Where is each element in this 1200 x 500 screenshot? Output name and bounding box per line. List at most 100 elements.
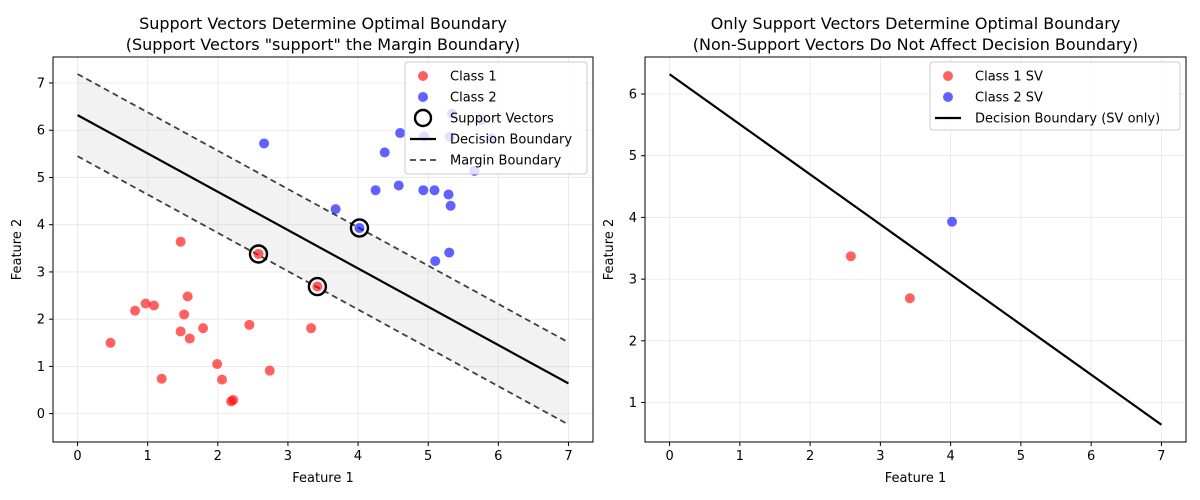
- data-point: [175, 236, 186, 247]
- x-tick-label: 1: [144, 449, 152, 464]
- data-point: [444, 247, 455, 258]
- data-point: [217, 374, 228, 385]
- x-tick-label: 7: [564, 449, 572, 464]
- x-tick-label: 6: [494, 449, 502, 464]
- axes-frame: [644, 56, 1187, 443]
- grid: [645, 57, 1186, 442]
- legend-label: Support Vectors: [450, 112, 554, 127]
- data-point: [330, 204, 341, 215]
- legend-marker: [418, 71, 428, 81]
- data-point: [198, 323, 209, 334]
- x-tick-label: 2: [214, 449, 222, 464]
- legend: Class 1 Class 2 Support Vectors Decision Bo…: [404, 61, 588, 175]
- data-point: [175, 326, 186, 337]
- legend-marker: [418, 92, 428, 102]
- support-vector-ring: [248, 244, 269, 264]
- data-point: [430, 256, 441, 267]
- data-point: [904, 293, 915, 304]
- x-tick-label: 4: [946, 449, 954, 464]
- legend-marker: [943, 71, 953, 81]
- data-point: [418, 185, 429, 196]
- plot-area: [77, 73, 569, 426]
- decision-boundary: [668, 73, 1163, 426]
- data-point: [156, 373, 167, 384]
- data-point: [370, 185, 381, 196]
- chart-subtitle: (Support Vectors "support" the Margin Bo…: [126, 35, 521, 54]
- data-point: [947, 216, 958, 227]
- legend-label: Margin Boundary: [450, 154, 561, 169]
- data-point: [130, 305, 141, 316]
- data-point: [379, 147, 390, 158]
- x-axis-label: Feature 1: [292, 471, 354, 486]
- legend-marker: [413, 108, 433, 128]
- legend-label: Class 2: [450, 91, 497, 106]
- data-point: [264, 365, 275, 376]
- y-tick-label: 7: [37, 76, 45, 91]
- data-point: [140, 298, 151, 309]
- subplot-1: Support Vectors Determine Optimal Bounda…: [10, 14, 594, 486]
- support-vector-ring: [349, 218, 370, 238]
- legend-box: [404, 61, 588, 175]
- data-point: [148, 300, 159, 311]
- x-tick-label: 5: [424, 449, 432, 464]
- data-point: [182, 291, 193, 302]
- plot-area: [668, 73, 1163, 426]
- data-point: [354, 223, 365, 234]
- support-vector-ring: [307, 276, 328, 297]
- margin-boundary-upper: [77, 73, 569, 344]
- chart-subtitle: (Non-Support Vectors Do Not Affect Decis…: [693, 35, 1138, 54]
- y-tick-label: 3: [37, 265, 45, 280]
- decision-boundary: [77, 114, 569, 385]
- legend-label: Decision Boundary (SV only): [975, 112, 1160, 127]
- data-point: [253, 248, 264, 259]
- data-point: [445, 200, 456, 211]
- y-tick-label: 6: [37, 124, 45, 139]
- y-tick-label: 4: [37, 218, 45, 233]
- y-axis-label: Feature 2: [602, 219, 617, 281]
- data-point: [259, 138, 270, 149]
- legend-box: [929, 61, 1181, 131]
- axes-frame: [52, 56, 594, 443]
- x-tick-label: 0: [73, 449, 81, 464]
- chart-title: Only Support Vectors Determine Optimal B…: [711, 14, 1121, 33]
- y-tick-label: 2: [37, 313, 45, 328]
- legend-label: Class 1: [450, 70, 497, 85]
- legend-marker: [943, 92, 953, 102]
- data-point: [429, 185, 440, 196]
- legend: Class 1 SV Class 2 SV Decision Boundary (S…: [929, 61, 1181, 131]
- data-point: [179, 309, 190, 320]
- data-point: [845, 251, 856, 262]
- y-tick-label: 1: [37, 360, 45, 375]
- y-tick-label: 6: [629, 88, 637, 103]
- y-tick-label: 2: [629, 334, 637, 349]
- x-tick-label: 3: [284, 449, 292, 464]
- x-tick-label: 2: [806, 449, 814, 464]
- legend-label: Class 1 SV: [975, 70, 1043, 85]
- x-tick-label: 4: [354, 449, 362, 464]
- x-tick-label: 6: [1087, 449, 1095, 464]
- data-point: [244, 319, 255, 330]
- x-axis-label: Feature 1: [885, 471, 947, 486]
- x-tick-label: 7: [1157, 449, 1165, 464]
- y-tick-label: 3: [629, 273, 637, 288]
- legend-label: Class 2 SV: [975, 91, 1043, 106]
- data-point: [395, 128, 406, 139]
- x-tick-label: 1: [736, 449, 744, 464]
- chart-title: Support Vectors Determine Optimal Bounda…: [139, 14, 507, 33]
- margin-boundary-lower: [77, 155, 569, 426]
- data-point: [443, 189, 454, 200]
- x-tick-label: 0: [665, 449, 673, 464]
- y-tick-label: 4: [629, 211, 637, 226]
- data-point: [184, 333, 195, 344]
- x-tick-label: 5: [1017, 449, 1025, 464]
- subplot-2: Only Support Vectors Determine Optimal B…: [602, 14, 1187, 486]
- data-point: [105, 337, 116, 348]
- y-tick-label: 1: [629, 396, 637, 411]
- x-tick-label: 3: [876, 449, 884, 464]
- y-axis-label: Feature 2: [10, 219, 25, 281]
- y-tick-label: 5: [629, 149, 637, 164]
- data-point: [393, 180, 404, 191]
- data-point: [312, 281, 323, 292]
- data-point: [306, 323, 317, 334]
